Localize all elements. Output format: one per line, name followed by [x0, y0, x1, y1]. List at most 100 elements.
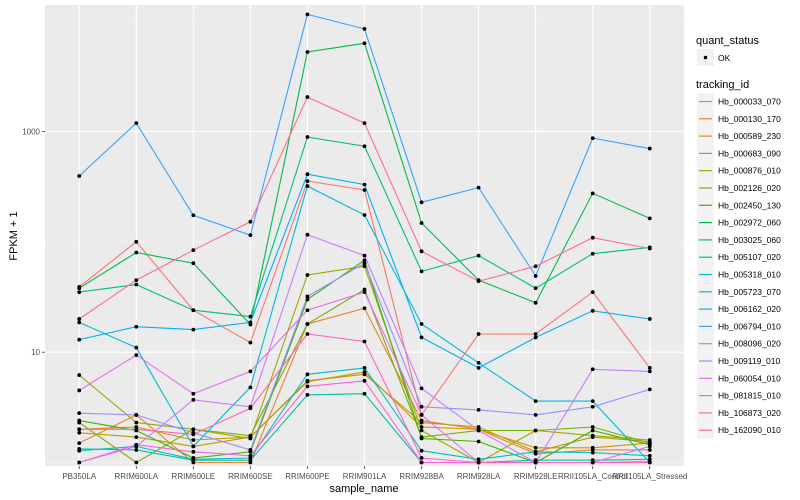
y-axis: 10 1000 — [22, 127, 45, 357]
data-point — [590, 191, 595, 196]
data-point — [248, 233, 253, 238]
data-point — [248, 314, 253, 319]
data-point — [362, 306, 367, 311]
data-point — [305, 322, 310, 326]
data-point — [305, 384, 310, 389]
legend-label: Hb_005107_020 — [718, 252, 781, 262]
data-point — [647, 438, 652, 442]
data-points — [77, 12, 652, 465]
data-point — [77, 174, 82, 178]
data-point — [305, 179, 310, 184]
data-point — [191, 444, 196, 449]
shape-legend-title: quant_status — [696, 35, 759, 47]
data-point — [419, 413, 424, 417]
legend-label: Hb_009119_010 — [718, 356, 781, 366]
data-point — [134, 324, 139, 329]
data-point — [77, 373, 82, 377]
data-point — [362, 264, 367, 269]
data-point — [533, 335, 538, 340]
data-point — [77, 448, 82, 453]
data-point — [77, 460, 82, 465]
data-point — [362, 261, 367, 266]
data-point — [191, 432, 196, 437]
data-point — [134, 420, 139, 425]
data-point — [77, 441, 82, 445]
x-tick-label: RRIM600SE — [228, 472, 272, 481]
legend-label: Hb_002450_130 — [718, 200, 781, 210]
data-point — [362, 41, 367, 46]
data-point — [134, 353, 139, 358]
data-point — [134, 442, 139, 447]
legend-label: Hb_162090_010 — [718, 425, 781, 435]
data-point — [191, 213, 196, 218]
data-point — [248, 406, 253, 411]
data-point — [476, 428, 481, 433]
data-point — [305, 95, 310, 99]
data-point — [419, 425, 424, 429]
data-point — [533, 274, 538, 278]
data-point — [134, 435, 139, 439]
data-point — [476, 279, 481, 284]
data-point — [362, 27, 367, 31]
y-tick-label: 10 — [31, 348, 40, 357]
data-point — [419, 460, 424, 465]
data-point — [362, 182, 367, 187]
data-point — [77, 337, 82, 342]
data-point — [248, 433, 253, 438]
data-point — [305, 172, 310, 177]
data-point — [533, 445, 538, 450]
data-point — [419, 335, 424, 340]
data-point — [191, 327, 196, 332]
legend-label: Hb_000033_070 — [718, 97, 781, 107]
data-point — [362, 258, 367, 263]
data-point — [647, 460, 652, 465]
data-point — [191, 397, 196, 402]
data-point — [590, 251, 595, 256]
y-tick-label: 1000 — [22, 127, 40, 136]
data-point — [533, 264, 538, 269]
legend-label: Hb_006794_010 — [718, 321, 781, 331]
x-tick-label: RRIM600LA — [114, 472, 158, 481]
data-point — [248, 453, 253, 458]
data-point — [419, 221, 424, 225]
data-point — [476, 366, 481, 370]
data-point — [248, 320, 253, 325]
data-point — [590, 136, 595, 141]
legend: quant_status OK tracking_id Hb_000033_07… — [696, 35, 781, 439]
data-point — [419, 428, 424, 433]
data-point — [305, 294, 310, 299]
data-point — [362, 253, 367, 258]
shape-legend-point-icon — [703, 55, 708, 60]
data-point — [419, 420, 424, 425]
data-point — [134, 278, 139, 282]
data-point — [77, 320, 82, 325]
legend-label: Hb_000130_170 — [718, 114, 781, 124]
data-point — [647, 366, 652, 370]
data-point — [419, 249, 424, 254]
data-point — [134, 345, 139, 350]
data-point — [590, 399, 595, 404]
x-tick-label: RRIM928LE — [514, 472, 558, 481]
data-point — [590, 445, 595, 450]
data-point — [305, 50, 310, 54]
y-axis-title: FPKM + 1 — [8, 211, 20, 260]
data-point — [191, 438, 196, 442]
data-point — [590, 433, 595, 438]
x-axis-title: sample_name — [329, 483, 398, 495]
data-point — [77, 427, 82, 432]
data-point — [476, 457, 481, 462]
data-point — [77, 317, 82, 321]
data-point — [533, 449, 538, 454]
data-point — [191, 261, 196, 266]
data-point — [419, 448, 424, 453]
x-tick-label: RRII105LA_Stressed — [612, 472, 687, 481]
data-point — [362, 287, 367, 292]
data-point — [419, 322, 424, 326]
data-point — [191, 449, 196, 454]
data-point — [248, 448, 253, 452]
data-point — [305, 12, 310, 17]
data-point — [77, 290, 82, 295]
data-point — [647, 216, 652, 221]
data-point — [419, 404, 424, 409]
data-point — [191, 248, 196, 253]
